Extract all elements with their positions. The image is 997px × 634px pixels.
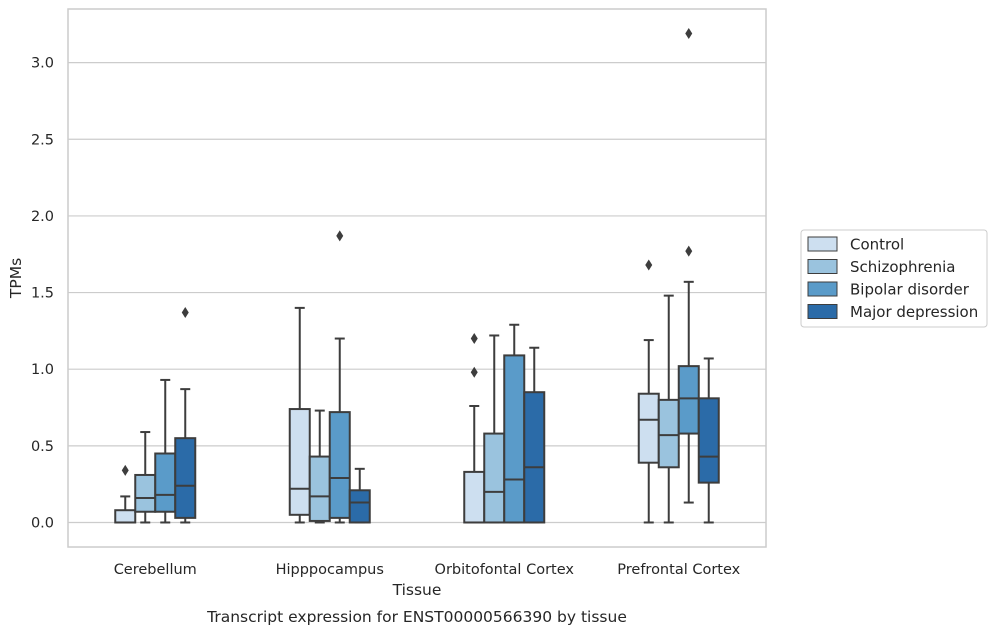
box bbox=[483, 432, 506, 524]
box bbox=[154, 452, 177, 513]
box bbox=[134, 473, 157, 513]
plot-area-frame bbox=[67, 8, 767, 548]
legend: Control Schizophrenia Bipolar disorder Majo… bbox=[800, 229, 988, 328]
legend-label: Control bbox=[850, 236, 904, 254]
box bbox=[328, 411, 351, 519]
box bbox=[288, 408, 311, 516]
y-tick-label: 1.0 bbox=[31, 362, 54, 378]
series-bipolar-disorder bbox=[154, 28, 700, 524]
box bbox=[174, 437, 197, 519]
y-axis-label: TPMs bbox=[7, 258, 25, 299]
series-control bbox=[114, 259, 660, 524]
outlier-point bbox=[645, 259, 653, 271]
legend-swatch bbox=[807, 281, 838, 297]
series-schizophrenia bbox=[134, 294, 680, 524]
outlier-point bbox=[685, 28, 693, 40]
y-tick-label: 0.0 bbox=[31, 515, 54, 531]
x-tick-label: Cerebellum bbox=[114, 562, 197, 578]
box bbox=[463, 470, 486, 524]
outlier-point bbox=[121, 464, 129, 476]
legend-swatch bbox=[807, 304, 838, 319]
box-series bbox=[114, 28, 720, 524]
x-axis-ticks: Cerebellum Hipppocampus Orbitofontal Corte… bbox=[114, 562, 741, 578]
x-axis-label: Tissue bbox=[392, 581, 442, 599]
plot-frame bbox=[67, 8, 767, 548]
legend-label: Bipolar disorder bbox=[850, 281, 970, 299]
outlier-point bbox=[470, 333, 478, 345]
box bbox=[677, 365, 700, 435]
box bbox=[523, 391, 546, 524]
box bbox=[697, 397, 720, 484]
outlier-point bbox=[336, 230, 344, 242]
x-tick-label: Prefrontal Cortex bbox=[617, 562, 740, 578]
legend-frame bbox=[800, 229, 988, 328]
outlier-point bbox=[181, 306, 189, 318]
chart-caption: Transcript expression for ENST0000056639… bbox=[206, 608, 627, 626]
legend-label: Schizophrenia bbox=[850, 258, 955, 276]
y-tick-label: 2.5 bbox=[31, 132, 54, 148]
legend-label: Major depression bbox=[850, 303, 978, 321]
legend-swatch bbox=[807, 236, 838, 252]
y-axis-ticks: 0.0 0.5 1.0 1.5 2.0 2.5 3.0 bbox=[31, 56, 54, 532]
box bbox=[637, 392, 660, 464]
box bbox=[503, 354, 526, 524]
box bbox=[308, 455, 331, 522]
outlier-point bbox=[470, 366, 478, 378]
outlier-point bbox=[685, 245, 693, 257]
y-tick-label: 2.0 bbox=[31, 209, 54, 225]
legend-swatch bbox=[807, 259, 838, 274]
box bbox=[657, 398, 680, 469]
y-tick-label: 0.5 bbox=[31, 439, 54, 455]
x-tick-label: Orbitofontal Cortex bbox=[435, 562, 575, 578]
series-major-depression bbox=[174, 306, 720, 524]
y-tick-label: 3.0 bbox=[31, 56, 54, 72]
y-tick-label: 1.5 bbox=[31, 286, 54, 302]
box bbox=[114, 509, 137, 524]
x-tick-label: Hipppocampus bbox=[276, 562, 384, 578]
box bbox=[348, 489, 371, 524]
